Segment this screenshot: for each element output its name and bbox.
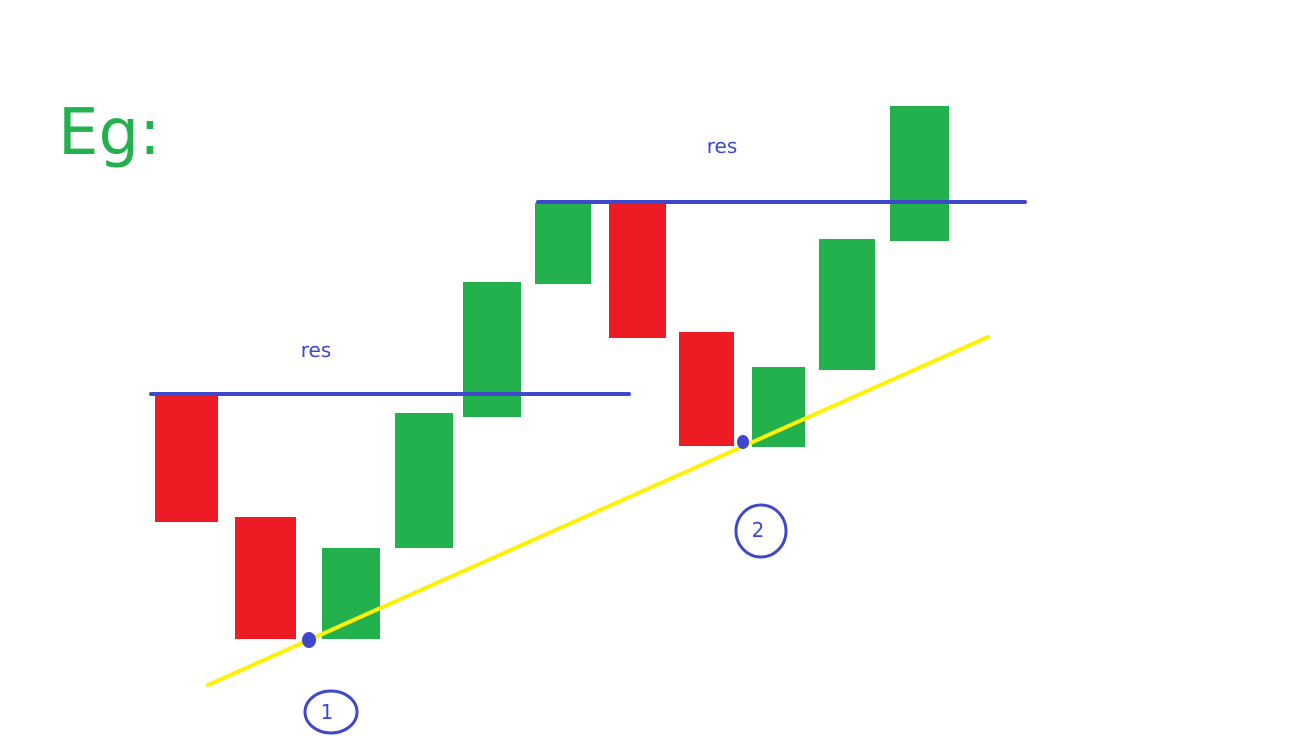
touch-point-2 (737, 435, 749, 449)
touch-marker-1 (303, 689, 359, 735)
candle-8-bearish (679, 332, 734, 446)
candle-6-bullish (535, 203, 591, 284)
candles-group (155, 106, 949, 639)
candle-4-bullish (395, 413, 453, 548)
touch-point-1 (302, 632, 316, 648)
resistance-label-2: res (707, 134, 738, 158)
touch-marker-2 (734, 503, 788, 559)
touch-marker-2-label: 2 (752, 518, 765, 542)
candle-1-bearish (155, 395, 218, 522)
candle-7-bearish (609, 203, 666, 338)
candle-5-bullish (463, 282, 521, 417)
touch-marker-1-label: 1 (321, 700, 334, 724)
candle-2-bearish (235, 517, 296, 639)
candle-9-bullish (752, 367, 805, 447)
trend-line (206, 335, 990, 687)
candle-10-bullish (819, 239, 875, 370)
candle-11-bullish (890, 106, 949, 241)
diagram-heading: Eg: (58, 96, 161, 170)
candle-3-bullish (322, 548, 380, 639)
resistance-label-1: res (301, 338, 332, 362)
